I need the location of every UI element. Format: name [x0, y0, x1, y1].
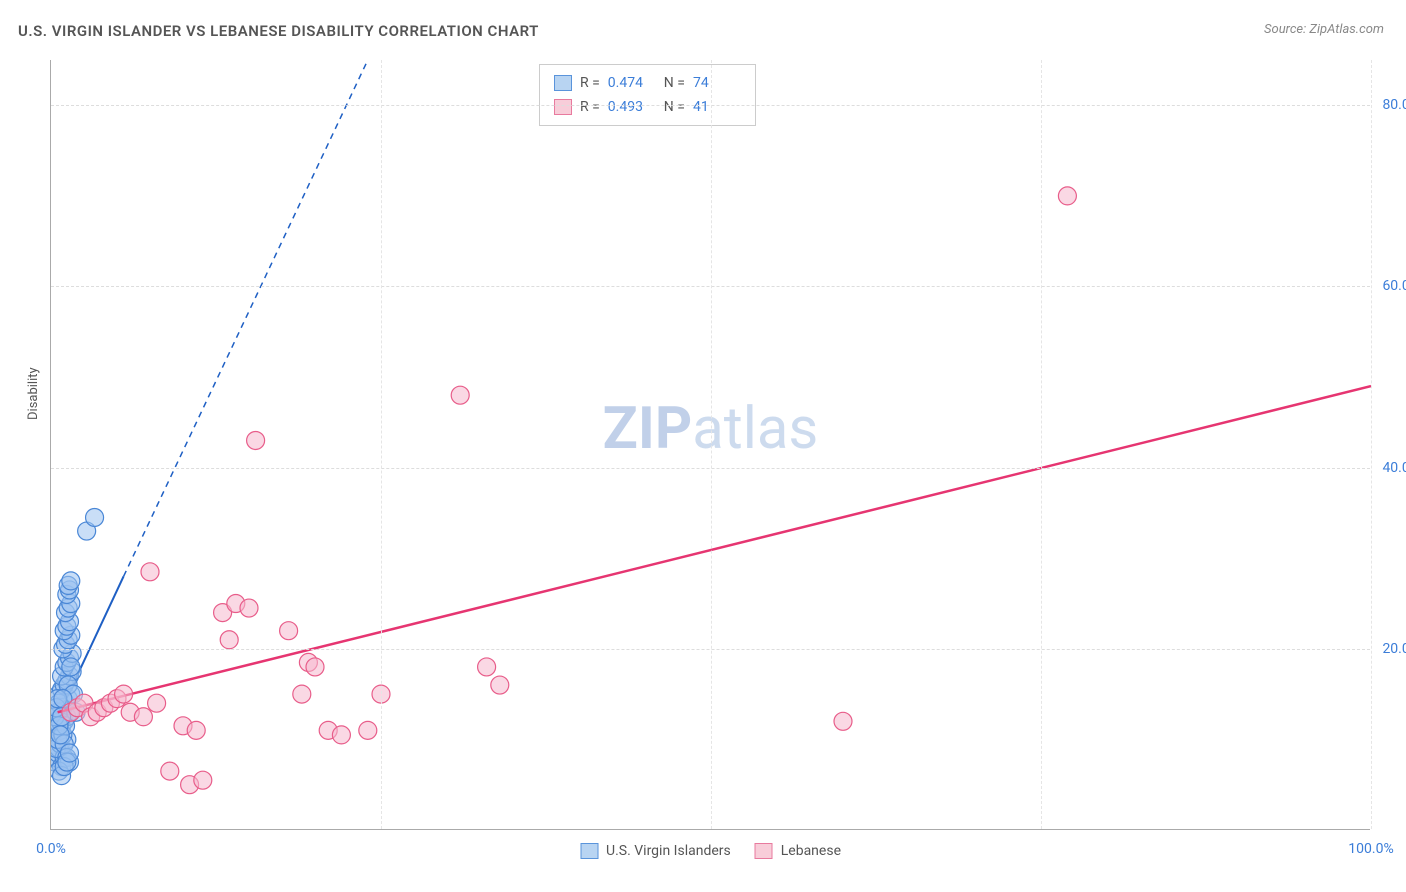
- x-tick-label: 100.0%: [1348, 841, 1393, 857]
- gridline-v: [711, 60, 712, 829]
- legend-swatch: [580, 843, 598, 859]
- data-point: [280, 622, 298, 640]
- stat-r-value: 0.474: [608, 75, 656, 91]
- stat-n-value: 74: [693, 75, 741, 91]
- legend-label: Lebanese: [781, 843, 841, 859]
- stats-legend-row: R = 0.474 N = 74: [554, 71, 741, 95]
- y-tick-label: 20.0%: [1382, 641, 1406, 657]
- data-point: [359, 721, 377, 739]
- legend-item: Lebanese: [755, 843, 841, 859]
- legend-swatch: [554, 75, 572, 91]
- x-tick-label: 0.0%: [36, 841, 66, 857]
- plot-area: ZIPatlas R =0.474N =74R =0.493N =41 U.S.…: [50, 60, 1370, 830]
- legend-swatch: [554, 99, 572, 115]
- y-tick-label: 60.0%: [1382, 278, 1406, 294]
- stat-n-label: N =: [664, 99, 685, 115]
- gridline-v: [381, 60, 382, 829]
- data-point: [148, 694, 166, 712]
- data-point: [115, 685, 133, 703]
- data-point: [834, 712, 852, 730]
- data-point: [478, 658, 496, 676]
- stat-r-label: R =: [580, 75, 600, 91]
- data-point: [451, 386, 469, 404]
- data-point: [247, 431, 265, 449]
- data-point: [134, 708, 152, 726]
- data-point: [1058, 187, 1076, 205]
- chart-title: U.S. VIRGIN ISLANDER VS LEBANESE DISABIL…: [18, 22, 539, 40]
- legend-label: U.S. Virgin Islanders: [606, 843, 731, 859]
- y-tick-label: 40.0%: [1382, 460, 1406, 476]
- chart-container: U.S. VIRGIN ISLANDER VS LEBANESE DISABIL…: [0, 0, 1406, 892]
- data-point: [51, 726, 69, 744]
- data-point: [240, 599, 258, 617]
- legend-item: U.S. Virgin Islanders: [580, 843, 731, 859]
- data-point: [161, 762, 179, 780]
- y-axis-label: Disability: [26, 367, 41, 420]
- stat-n-label: N =: [664, 75, 685, 91]
- data-point: [141, 563, 159, 581]
- data-point: [194, 771, 212, 789]
- gridline-v: [1041, 60, 1042, 829]
- data-point: [293, 685, 311, 703]
- data-point: [306, 658, 324, 676]
- stat-r-value: 0.493: [608, 99, 656, 115]
- data-point: [62, 658, 80, 676]
- data-point: [332, 726, 350, 744]
- data-point: [220, 631, 238, 649]
- stat-n-value: 41: [693, 99, 741, 115]
- data-point: [62, 572, 80, 590]
- data-point: [491, 676, 509, 694]
- data-point: [86, 508, 104, 526]
- gridline-v: [1371, 60, 1372, 829]
- data-point: [60, 744, 78, 762]
- legend-swatch: [755, 843, 773, 859]
- data-point: [187, 721, 205, 739]
- trendline-extrapolated: [124, 60, 368, 576]
- y-tick-label: 80.0%: [1382, 97, 1406, 113]
- stat-r-label: R =: [580, 99, 600, 115]
- stats-legend-row: R = 0.493 N = 41: [554, 95, 741, 119]
- bottom-legend: U.S. Virgin Islanders Lebanese: [580, 843, 841, 859]
- source-label: Source: ZipAtlas.com: [1264, 22, 1384, 37]
- stats-legend: R = 0.474 N = 74 R = 0.493 N = 41: [539, 64, 756, 126]
